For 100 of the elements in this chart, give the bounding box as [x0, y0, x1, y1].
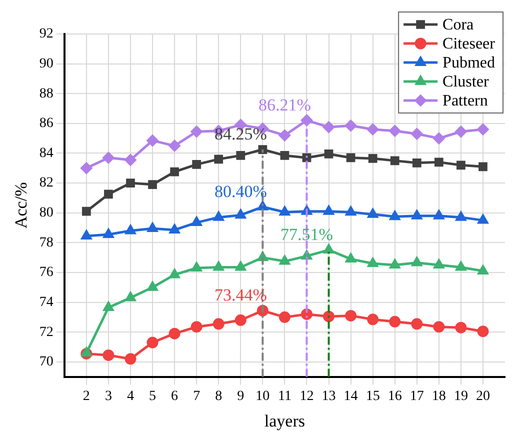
legend-label: Cora: [442, 16, 474, 34]
point: [146, 134, 158, 146]
point: [280, 256, 290, 265]
point: [191, 216, 202, 226]
point: [412, 158, 422, 168]
point: [147, 282, 158, 291]
point: [124, 353, 136, 365]
point: [192, 160, 202, 169]
point: [81, 230, 92, 240]
point: [368, 154, 378, 163]
point: [324, 244, 334, 254]
point: [126, 178, 135, 188]
point: [102, 349, 114, 361]
y-tick-label: 74: [39, 294, 54, 310]
x-tick-label: 20: [476, 388, 490, 404]
point: [345, 120, 357, 132]
point: [456, 212, 466, 221]
y-tick-label: 82: [39, 176, 54, 191]
point: [367, 124, 379, 136]
point: [104, 190, 113, 199]
y-tick-label: 76: [39, 265, 54, 280]
point: [190, 126, 202, 138]
y-tick-label: 88: [39, 86, 54, 102]
point: [456, 160, 466, 170]
point: [478, 265, 488, 274]
point: [368, 208, 378, 218]
point: [434, 210, 444, 220]
point: [455, 126, 467, 138]
point: [214, 154, 224, 164]
x-tick-label: 19: [454, 388, 468, 404]
legend-label: Pattern: [442, 92, 488, 110]
x-tick-label: 10: [256, 388, 270, 404]
point: [390, 259, 400, 269]
point: [147, 222, 158, 232]
point: [103, 302, 114, 311]
point: [434, 259, 444, 269]
x-tick-label: 6: [171, 388, 178, 404]
x-tick-label: 7: [193, 388, 200, 404]
point: [411, 318, 423, 330]
point: [412, 210, 422, 220]
x-tick-label: 14: [344, 388, 358, 404]
point: [169, 268, 180, 278]
point: [455, 322, 467, 334]
legend-label: Pubmed: [442, 54, 496, 72]
point: [302, 153, 312, 162]
x-tick-label: 3: [104, 388, 112, 404]
x-tick-label: 11: [278, 388, 292, 404]
x-tick-label: 9: [237, 388, 244, 404]
point: [478, 162, 488, 172]
point: [80, 162, 92, 174]
y-tick-label: 86: [39, 116, 54, 132]
point: [236, 151, 246, 160]
point: [433, 321, 445, 333]
annotation: 86.21%: [258, 95, 311, 114]
annotation: 73.44%: [214, 286, 267, 305]
point: [124, 154, 136, 166]
point: [412, 257, 422, 266]
point: [168, 328, 180, 340]
y-tick-label: 78: [39, 235, 54, 250]
annotation: 84.25%: [214, 124, 267, 144]
x-tick-label: 12: [300, 388, 314, 404]
point: [146, 336, 158, 348]
point: [324, 206, 334, 215]
x-axis-title: layers: [264, 411, 305, 430]
point: [324, 150, 334, 158]
point: [368, 258, 378, 268]
point: [300, 114, 312, 126]
y-axis-title: Acc/%: [12, 182, 31, 229]
point: [213, 212, 224, 221]
x-tick-label: 17: [410, 388, 424, 404]
x-tick-label: 18: [432, 388, 446, 404]
x-tick-label: 16: [388, 388, 402, 404]
x-tick-label: 4: [126, 388, 134, 404]
point: [389, 125, 401, 137]
y-tick-label: 90: [39, 56, 54, 72]
point: [278, 130, 290, 142]
point: [191, 262, 202, 272]
point: [81, 347, 92, 356]
point: [390, 156, 400, 166]
point: [280, 151, 290, 160]
point: [235, 262, 246, 271]
annotation: 77.51%: [280, 224, 333, 244]
y-tick-label: 80: [39, 206, 54, 221]
point: [82, 206, 91, 216]
point: [170, 167, 179, 176]
x-tick-label: 5: [149, 388, 156, 404]
legend-label: Citeseer: [442, 36, 496, 53]
point: [103, 228, 114, 238]
point: [477, 326, 489, 338]
x-tick-label: 13: [322, 388, 336, 404]
point: [168, 140, 180, 152]
point: [190, 321, 202, 333]
point: [367, 314, 379, 326]
point: [102, 152, 114, 164]
point: [212, 318, 224, 330]
y-tick-label: 92: [39, 26, 54, 42]
point: [346, 253, 356, 263]
point: [125, 292, 136, 302]
y-tick-label: 72: [39, 324, 54, 340]
point: [278, 311, 290, 323]
